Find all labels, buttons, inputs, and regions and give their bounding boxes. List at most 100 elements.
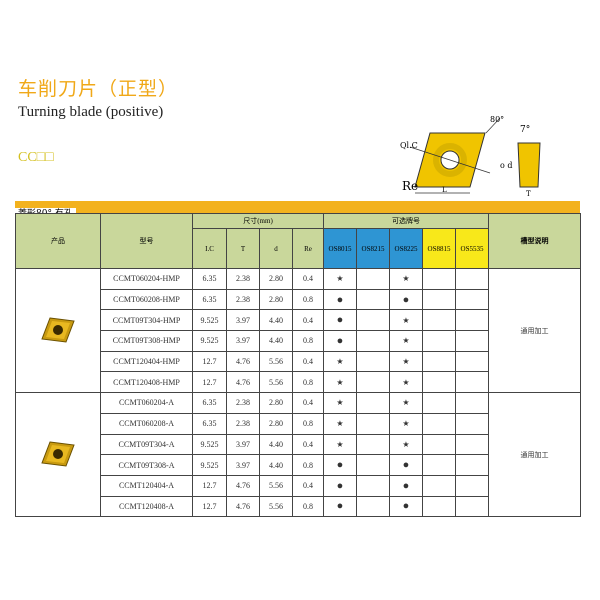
- grade-cell: ●: [389, 288, 423, 311]
- grade-cell: ★: [389, 392, 423, 414]
- page-title: 车削刀片（正型）: [18, 78, 179, 100]
- grade-cell: ●: [389, 474, 423, 497]
- insert-diagram: Ql.C 80° Re L 7° o d T: [400, 115, 541, 198]
- model-cell: CCMT09T304-HMP: [100, 309, 193, 332]
- col-grades: 可选牌号: [322, 213, 490, 229]
- ic-cell: 12.7: [192, 474, 227, 497]
- grade-cell: ●: [389, 495, 423, 518]
- re-cell: 0.8: [292, 495, 324, 518]
- ic-cell: 6.35: [192, 412, 227, 435]
- t-cell: 4.76: [226, 495, 260, 518]
- section-banner: 菱形80° 有孔: [15, 201, 580, 220]
- ic-cell: 12.7: [192, 371, 227, 394]
- table-row: CCMT09T304-A 9.525 3.97 4.40 0.4 ★ ★: [16, 433, 581, 456]
- re-cell: 0.4: [292, 350, 324, 373]
- grade-cell: [422, 288, 456, 311]
- grade-cell: ●: [323, 474, 357, 497]
- re-cell: 0.8: [292, 371, 324, 394]
- t-cell: 4.76: [226, 350, 260, 373]
- col-grade: OS8015: [323, 228, 357, 269]
- re-cell: 0.4: [292, 268, 324, 290]
- table-row: CCMT120408-HMP 12.7 4.76 5.56 0.8 ★ ★: [16, 371, 581, 394]
- insert-icon: [40, 317, 76, 347]
- insert-side-view: [517, 142, 541, 188]
- grade-cell: [356, 495, 390, 518]
- table-row: CCMT060208-HMP 6.35 2.38 2.80 0.8 ● ●: [16, 288, 581, 311]
- grade-cell: [422, 309, 456, 332]
- grade-cell: [454, 392, 490, 414]
- grade-cell: [422, 392, 456, 414]
- notes-cell: 通用加工: [488, 267, 582, 394]
- insert-code: CC□□: [18, 150, 54, 165]
- grade-cell: ★: [389, 309, 423, 332]
- grade-cell: [422, 350, 456, 373]
- grade-cell: [454, 309, 490, 332]
- d-cell: 2.80: [259, 412, 293, 435]
- t-cell: 4.76: [226, 474, 260, 497]
- table-row: CCMT060208-A 6.35 2.38 2.80 0.8 ★ ★: [16, 412, 581, 435]
- grade-cell: ●: [389, 454, 423, 476]
- ic-cell: 9.525: [192, 454, 227, 476]
- ic-cell: 9.525: [192, 433, 227, 456]
- grade-cell: [422, 268, 456, 290]
- grade-cell: [356, 268, 390, 290]
- col-grade: OS8215: [356, 228, 390, 269]
- d-cell: 5.56: [259, 371, 293, 394]
- grade-cell: [356, 309, 390, 332]
- ic-label: Ql.C: [400, 141, 418, 150]
- ic-cell: 6.35: [192, 288, 227, 311]
- re-cell: 0.8: [292, 412, 324, 435]
- table-row: CCMT120404-A 12.7 4.76 5.56 0.4 ● ●: [16, 474, 581, 497]
- re-cell: 0.8: [292, 330, 324, 352]
- grade-cell: ★: [389, 371, 423, 394]
- grade-cell: ●: [323, 288, 357, 311]
- d-cell: 4.40: [259, 454, 293, 476]
- grade-cell: [356, 474, 390, 497]
- grade-cell: ★: [323, 433, 357, 456]
- model-cell: CCMT120404-HMP: [100, 350, 193, 373]
- grade-cell: [356, 371, 390, 394]
- model-cell: CCMT060208-HMP: [100, 288, 193, 311]
- d-cell: 5.56: [259, 350, 293, 373]
- grade-cell: ★: [389, 268, 423, 290]
- grade-cell: [422, 454, 456, 476]
- grade-cell: [422, 412, 456, 435]
- col-dims: 尺寸(mm): [192, 213, 324, 229]
- model-cell: CCMT060204-HMP: [100, 268, 193, 290]
- grade-cell: ★: [323, 392, 357, 414]
- re-cell: 0.4: [292, 392, 324, 414]
- grade-cell: [422, 474, 456, 497]
- d-cell: 4.40: [259, 433, 293, 456]
- col-ic: I.C: [192, 228, 227, 269]
- page-subtitle: Turning blade (positive): [18, 104, 164, 120]
- table-row: CCMT060204-HMP 6.35 2.38 2.80 0.4 ★ ★ 通用加工: [15, 267, 582, 394]
- col-notes: 槽型说明: [488, 213, 582, 269]
- col-grade: OS8225: [389, 228, 423, 269]
- grade-cell: [356, 412, 390, 435]
- grade-cell: [356, 350, 390, 373]
- ic-cell: 12.7: [192, 495, 227, 518]
- grade-cell: [454, 474, 490, 497]
- col-d: d: [259, 228, 293, 269]
- re-cell: 0.8: [292, 454, 324, 476]
- grade-cell: ★: [323, 412, 357, 435]
- t-cell: 2.38: [226, 412, 260, 435]
- model-cell: CCMT060208-A: [100, 412, 193, 435]
- clearance-label: 7°: [520, 125, 530, 135]
- d-label: o d: [500, 161, 512, 170]
- t-cell: 2.38: [226, 288, 260, 311]
- t-cell: 2.38: [226, 392, 260, 414]
- grade-cell: [422, 433, 456, 456]
- grade-cell: [454, 330, 490, 352]
- model-cell: CCMT120404-A: [100, 474, 193, 497]
- d-cell: 2.80: [259, 288, 293, 311]
- grade-cell: ★: [389, 433, 423, 456]
- grade-cell: ★: [389, 330, 423, 352]
- re-cell: 0.8: [292, 288, 324, 311]
- model-cell: CCMT120408-A: [100, 495, 193, 518]
- grade-cell: [356, 288, 390, 311]
- grade-cell: [356, 392, 390, 414]
- grade-cell: ★: [389, 412, 423, 435]
- re-cell: 0.4: [292, 433, 324, 456]
- product-image: [15, 392, 101, 518]
